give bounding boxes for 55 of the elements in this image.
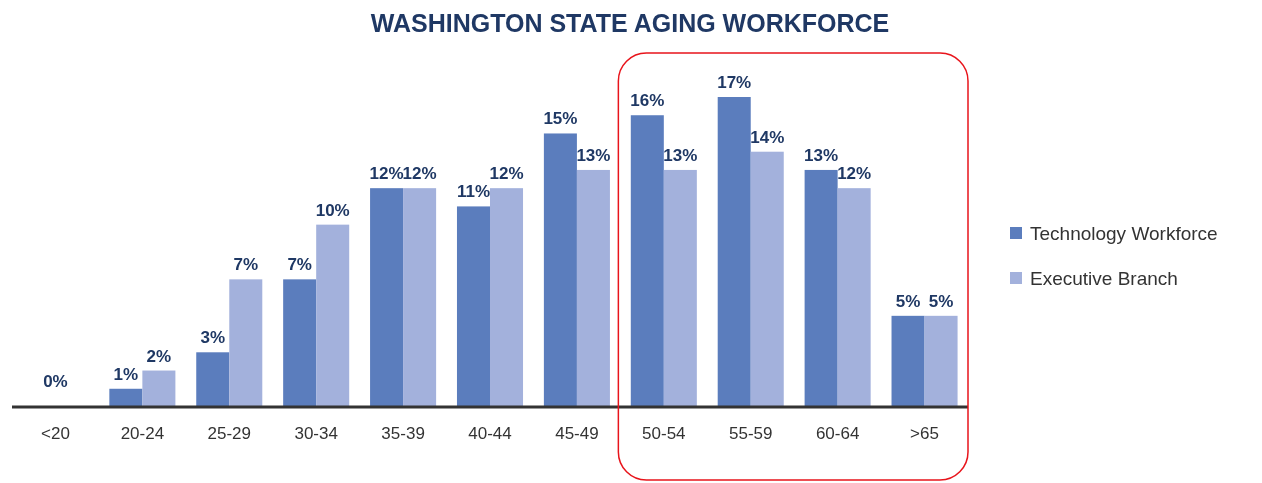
bar xyxy=(142,370,176,407)
bar xyxy=(490,188,524,407)
data-label: 3% xyxy=(200,328,226,348)
bar xyxy=(663,169,697,407)
annotation: 0% xyxy=(43,372,68,391)
x-tick-label: 25-29 xyxy=(207,424,252,444)
data-label: 5% xyxy=(928,291,954,311)
bar xyxy=(196,352,230,407)
data-label: 5% xyxy=(895,291,921,311)
x-tick-label: >65 xyxy=(910,424,939,444)
x-tick-label: 60-64 xyxy=(815,424,860,444)
bar xyxy=(316,224,350,407)
x-tick-label: 50-54 xyxy=(642,424,686,444)
x-tick-label: <20 xyxy=(41,424,70,444)
bar xyxy=(750,151,784,407)
bar xyxy=(891,315,925,407)
data-label: 13% xyxy=(804,145,839,165)
bar xyxy=(109,388,143,407)
bar xyxy=(229,279,263,407)
legend-label: Technology Workforce xyxy=(1030,223,1218,244)
data-label: 14% xyxy=(750,127,785,147)
x-tick-label: 30-34 xyxy=(294,424,338,444)
data-label: 12% xyxy=(837,164,872,184)
bar xyxy=(837,188,871,407)
bar xyxy=(403,188,437,407)
data-label: 16% xyxy=(630,91,665,111)
data-label: 12% xyxy=(489,164,524,184)
x-tick-label: 55-59 xyxy=(728,424,773,444)
x-tick-label: 35-39 xyxy=(381,424,425,444)
bar xyxy=(804,169,838,407)
data-label: 7% xyxy=(233,255,259,275)
data-label: 7% xyxy=(287,255,312,275)
data-label: 2% xyxy=(146,346,172,366)
bar xyxy=(283,279,317,407)
bar xyxy=(924,315,958,407)
data-label: 10% xyxy=(315,200,350,220)
bar xyxy=(576,169,610,407)
x-tick-label: 40-44 xyxy=(468,424,512,444)
bar xyxy=(717,97,751,407)
data-label: 15% xyxy=(543,109,578,129)
bar xyxy=(543,133,577,407)
x-tick-label: 45-49 xyxy=(555,424,599,444)
data-label: 1% xyxy=(113,364,139,384)
x-tick-label: 20-24 xyxy=(120,424,165,444)
data-label: 13% xyxy=(576,145,611,165)
bar xyxy=(456,206,490,407)
data-label: 13% xyxy=(663,145,698,165)
data-label: 11% xyxy=(456,182,491,202)
legend-label: Executive Branch xyxy=(1030,268,1178,289)
bar xyxy=(630,115,664,407)
bar xyxy=(370,188,404,407)
chart-title: WASHINGTON STATE AGING WORKFORCE xyxy=(370,9,890,37)
data-label: 12% xyxy=(369,164,404,184)
data-label: 12% xyxy=(402,164,437,184)
data-label: 17% xyxy=(717,73,752,92)
